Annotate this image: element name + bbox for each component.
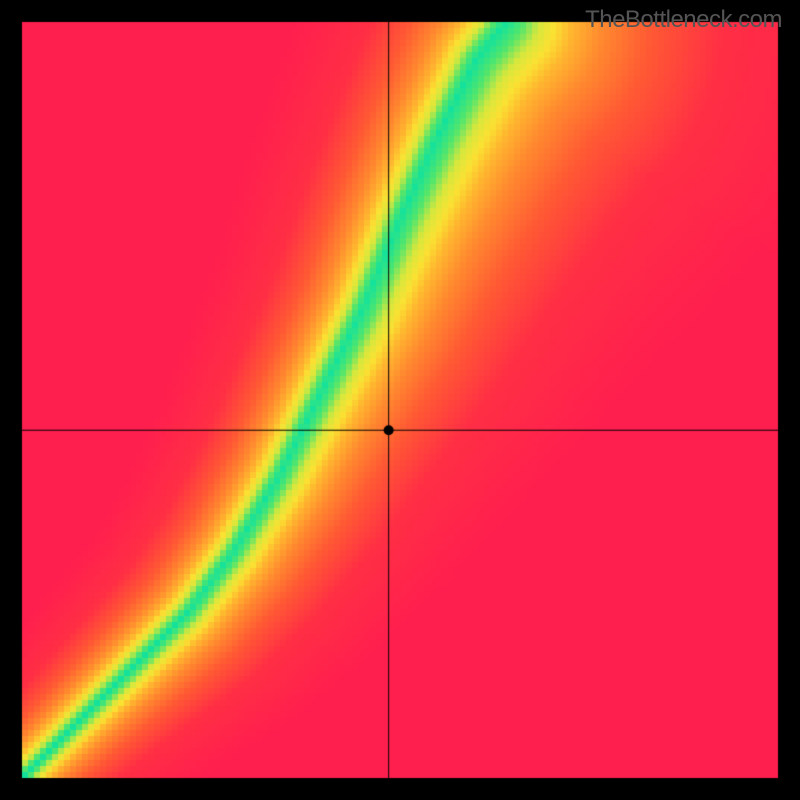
heatmap-canvas — [0, 0, 800, 800]
watermark-text: TheBottleneck.com — [585, 6, 782, 34]
chart-container: TheBottleneck.com — [0, 0, 800, 800]
